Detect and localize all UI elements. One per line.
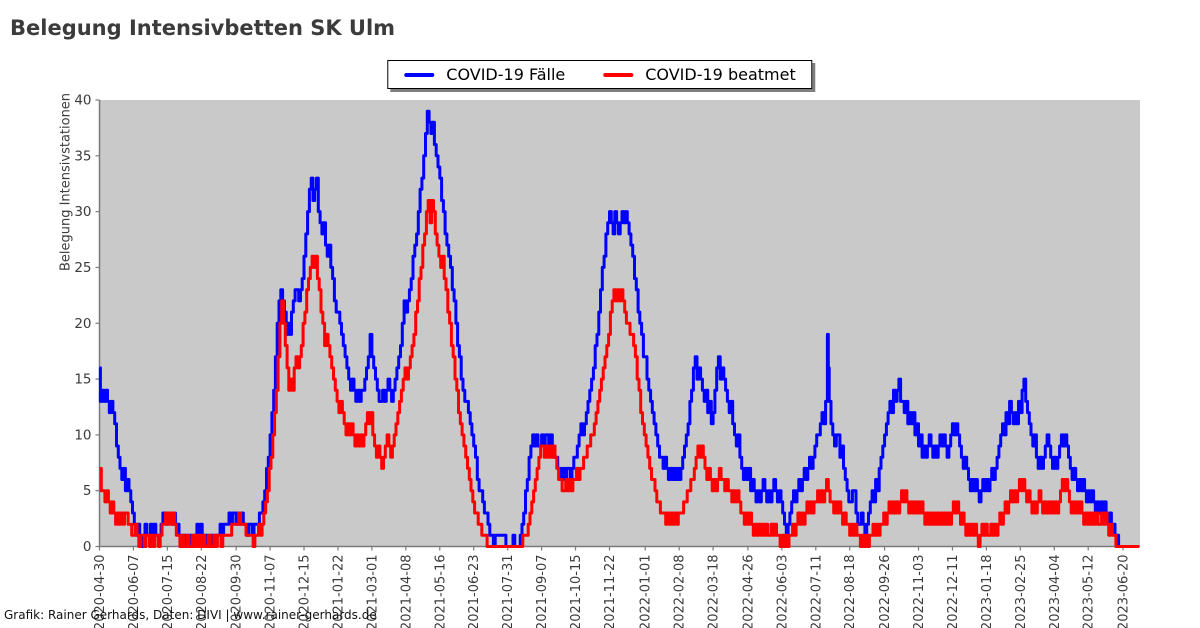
attribution-footer: Grafik: Rainer Gerhards, Daten: DIVI | w… (4, 608, 377, 622)
page-title: Belegung Intensivbetten SK Ulm (10, 16, 396, 41)
plot-background (99, 100, 1140, 547)
x-tick-label: 2021-09-07 (535, 555, 550, 628)
x-tick-label: 2022-03-18 (707, 555, 722, 628)
x-tick-label: 2020-04-30 (93, 555, 108, 628)
x-tick-label: 2021-01-22 (331, 555, 346, 628)
y-tick-label: 5 (83, 483, 92, 499)
x-tick-label: 2020-09-30 (230, 555, 245, 628)
x-tick-label: 2021-10-15 (569, 555, 584, 628)
series-line-covid-faelle (98, 109, 1140, 548)
x-tick-label: 2023-06-20 (1117, 555, 1132, 628)
x-tick-label: 2021-03-01 (365, 555, 380, 628)
legend-line-blue (404, 72, 435, 77)
x-tick-label: 2022-01-01 (639, 555, 654, 628)
x-tick-label: 2023-01-18 (980, 555, 995, 628)
x-tick-label: 2021-05-16 (433, 555, 448, 628)
x-tick-label: 2022-08-18 (843, 555, 858, 628)
y-tick-label: 20 (74, 316, 91, 332)
y-tick-label: 40 (74, 93, 91, 109)
x-tick-label: 2022-02-08 (673, 555, 688, 628)
x-tick-label: 2021-06-23 (467, 555, 482, 628)
x-tick-label: 2020-06-07 (127, 555, 142, 628)
y-tick-label: 35 (74, 148, 91, 164)
x-tick-label: 2023-02-25 (1014, 555, 1029, 628)
y-tick-label: 10 (74, 427, 91, 443)
legend-label-covid-beatmet: COVID-19 beatmet (645, 65, 796, 84)
y-tick-label: 15 (74, 372, 91, 388)
x-tick-label: 2020-12-15 (298, 555, 313, 628)
y-tick-label: 25 (74, 260, 91, 276)
x-tick-label: 2023-04-04 (1048, 555, 1063, 628)
chart-legend: COVID-19 Fälle COVID-19 beatmet (387, 60, 813, 89)
legend-line-red (603, 72, 634, 77)
x-tick-label: 2022-12-11 (946, 555, 961, 628)
y-tick-label: 0 (83, 539, 92, 555)
x-tick-label: 2022-07-11 (809, 555, 824, 628)
x-tick-label: 2022-04-26 (741, 555, 756, 628)
x-tick-label: 2023-05-12 (1082, 555, 1097, 628)
x-tick-label: 2022-06-03 (775, 555, 790, 628)
x-tick-label: 2021-07-31 (501, 555, 516, 628)
legend-item-covid-faelle: COVID-19 Fälle (404, 65, 565, 84)
series-line-covid-beatmet (99, 199, 1140, 548)
x-tick-label: 2021-04-08 (399, 555, 414, 628)
legend-label-covid-faelle: COVID-19 Fälle (446, 65, 566, 84)
legend-item-covid-beatmet: COVID-19 beatmet (603, 65, 796, 84)
x-tick-label: 2022-11-03 (912, 555, 927, 628)
x-tick-label: 2020-07-15 (161, 555, 176, 628)
x-tick-label: 2020-11-07 (264, 555, 279, 628)
x-tick-label: 2020-08-22 (195, 555, 210, 628)
x-tick-label: 2022-09-26 (878, 555, 893, 628)
x-tick-label: 2021-11-22 (603, 555, 618, 628)
y-tick-label: 30 (74, 204, 91, 220)
